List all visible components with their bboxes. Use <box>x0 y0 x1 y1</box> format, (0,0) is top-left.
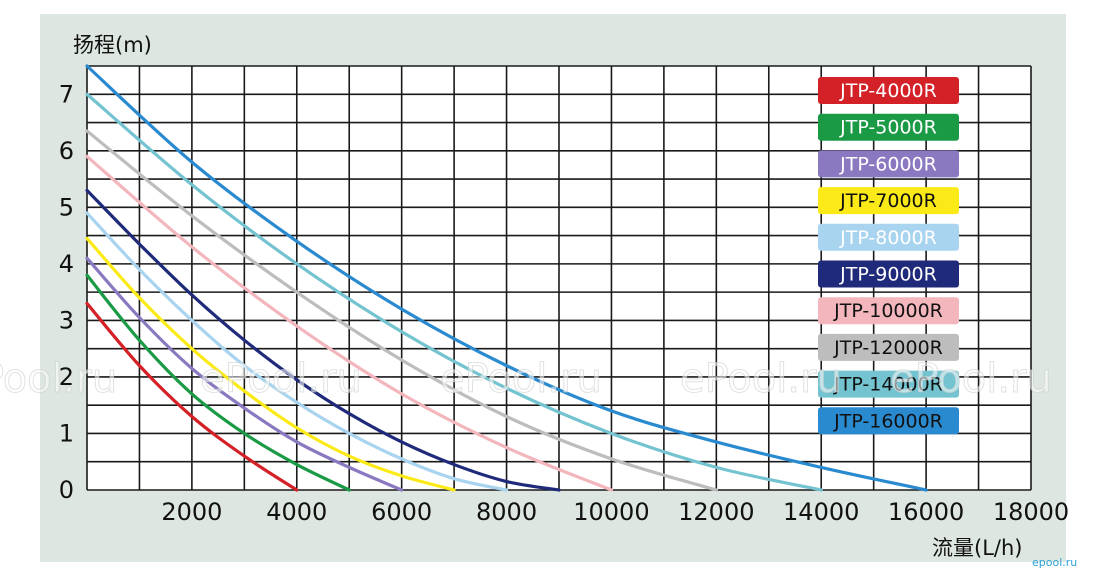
legend-label-jtp-6000r: JTP-6000R <box>839 153 937 175</box>
y-tick-label: 1 <box>59 419 74 447</box>
y-tick-label: 4 <box>59 250 74 278</box>
series-line-jtp-16000r <box>85 64 928 492</box>
x-tick-label: 18000 <box>993 498 1069 526</box>
series-line-jtp-7000r <box>85 236 456 492</box>
series-line-jtp-4000r <box>85 301 299 492</box>
series-line-jtp-10000r <box>85 154 614 492</box>
legend-swatch-jtp-4000r <box>818 77 959 104</box>
legend-swatch-jtp-5000r <box>818 113 959 141</box>
y-tick-label: 0 <box>59 476 74 504</box>
legend-swatch-jtp-14000r <box>818 370 959 398</box>
legend-swatch-jtp-7000r <box>818 187 959 215</box>
legend-label-jtp-12000r: JTP-12000R <box>833 337 943 359</box>
watermark-text: Pool.ru <box>0 356 117 402</box>
legend-label-jtp-9000r: JTP-9000R <box>839 264 937 286</box>
x-tick-label: 12000 <box>678 498 754 526</box>
y-axis-title: 扬程(m) <box>73 33 152 57</box>
corner-watermark: epool.ru <box>1032 556 1077 569</box>
series-line-jtp-12000r <box>85 129 718 492</box>
series-line-jtp-14000r <box>85 92 823 492</box>
x-tick-label: 16000 <box>888 498 964 526</box>
x-axis-title: 流量(L/h) <box>932 536 1022 560</box>
legend-swatch-jtp-16000r <box>818 407 959 435</box>
legend-swatch-jtp-8000r <box>818 223 959 251</box>
x-tick-label: 2000 <box>161 498 222 526</box>
x-tick-label: 4000 <box>266 498 327 526</box>
y-tick-label: 5 <box>59 193 74 221</box>
series-line-jtp-8000r <box>85 211 509 492</box>
x-tick-label: 10000 <box>573 498 649 526</box>
watermark-text: ePool.ru <box>890 356 1052 402</box>
y-tick-label: 3 <box>59 306 74 334</box>
x-tick-label: 14000 <box>783 498 859 526</box>
x-tick-label: 6000 <box>371 498 432 526</box>
series-line-jtp-6000r <box>85 256 404 492</box>
y-tick-label: 6 <box>59 137 74 165</box>
series-line-jtp-9000r <box>85 188 561 492</box>
legend-swatch-jtp-6000r <box>818 150 959 178</box>
watermark-text: ePool.ru <box>440 356 602 402</box>
watermark-text: ePool.ru <box>680 356 842 402</box>
legend-label-jtp-14000r: JTP-14000R <box>833 374 943 396</box>
y-tick-label: 2 <box>59 363 74 391</box>
legend-label-jtp-5000r: JTP-5000R <box>839 117 937 139</box>
legend-swatch-jtp-9000r <box>818 260 959 288</box>
legend-label-jtp-4000r: JTP-4000R <box>839 80 937 102</box>
x-tick-label: 8000 <box>476 498 537 526</box>
legend-label-jtp-10000r: JTP-10000R <box>833 300 943 322</box>
legend-label-jtp-16000r: JTP-16000R <box>833 410 943 432</box>
watermark-text: ePool.ru <box>200 356 362 402</box>
y-tick-label: 7 <box>59 80 74 108</box>
legend-swatch-jtp-12000r <box>818 333 959 361</box>
legend-swatch-jtp-10000r <box>818 297 959 325</box>
legend-label-jtp-8000r: JTP-8000R <box>839 227 937 249</box>
legend-label-jtp-7000r: JTP-7000R <box>839 190 937 212</box>
series-line-jtp-5000r <box>85 273 351 492</box>
